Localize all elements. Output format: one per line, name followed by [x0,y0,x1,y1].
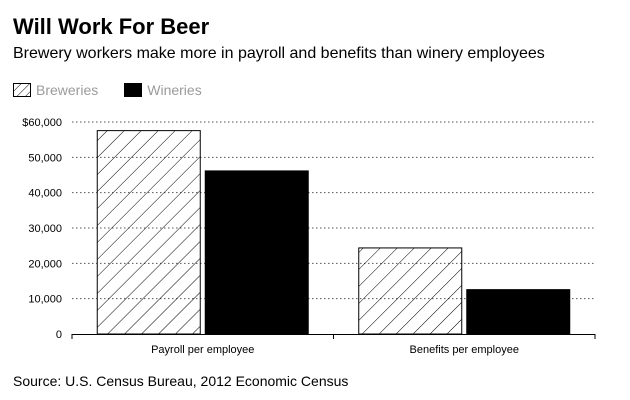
bar-breweries-benefits [358,247,463,335]
bar-wineries-benefits [466,289,571,335]
source-note: Source: U.S. Census Bureau, 2012 Economi… [13,373,349,389]
y-tick-label: 50,000 [28,152,62,164]
legend-item-breweries: Breweries [13,82,98,98]
x-category-label: Payroll per employee [151,344,254,356]
legend-swatch-hatched [13,83,31,97]
bar-breweries-payroll [96,130,201,335]
y-tick-label: 20,000 [28,258,62,270]
axes [71,334,596,339]
legend-label-wineries: Wineries [147,82,202,98]
chart-subtitle: Brewery workers make more in payroll and… [13,45,545,62]
y-tick-label: $60,000 [22,117,62,129]
y-axis-labels: 0 10,000 20,000 30,000 40,000 50,000 $60,000 [22,117,62,341]
legend-swatch-solid [124,83,143,97]
legend-label-breweries: Breweries [36,82,99,98]
y-tick-label: 0 [56,329,62,341]
y-tick-label: 30,000 [28,223,62,235]
legend: Breweries Wineries [13,80,228,100]
legend-item-wineries: Wineries [124,82,202,98]
bars [96,130,571,335]
chart-title: Will Work For Beer [13,14,210,39]
bar-wineries-payroll [204,170,309,335]
x-category-label: Benefits per employee [410,344,519,356]
gridlines [72,121,595,300]
y-tick-label: 10,000 [28,294,62,306]
x-axis-labels: Payroll per employee Benefits per employe… [151,344,519,356]
y-tick-label: 40,000 [28,188,62,200]
